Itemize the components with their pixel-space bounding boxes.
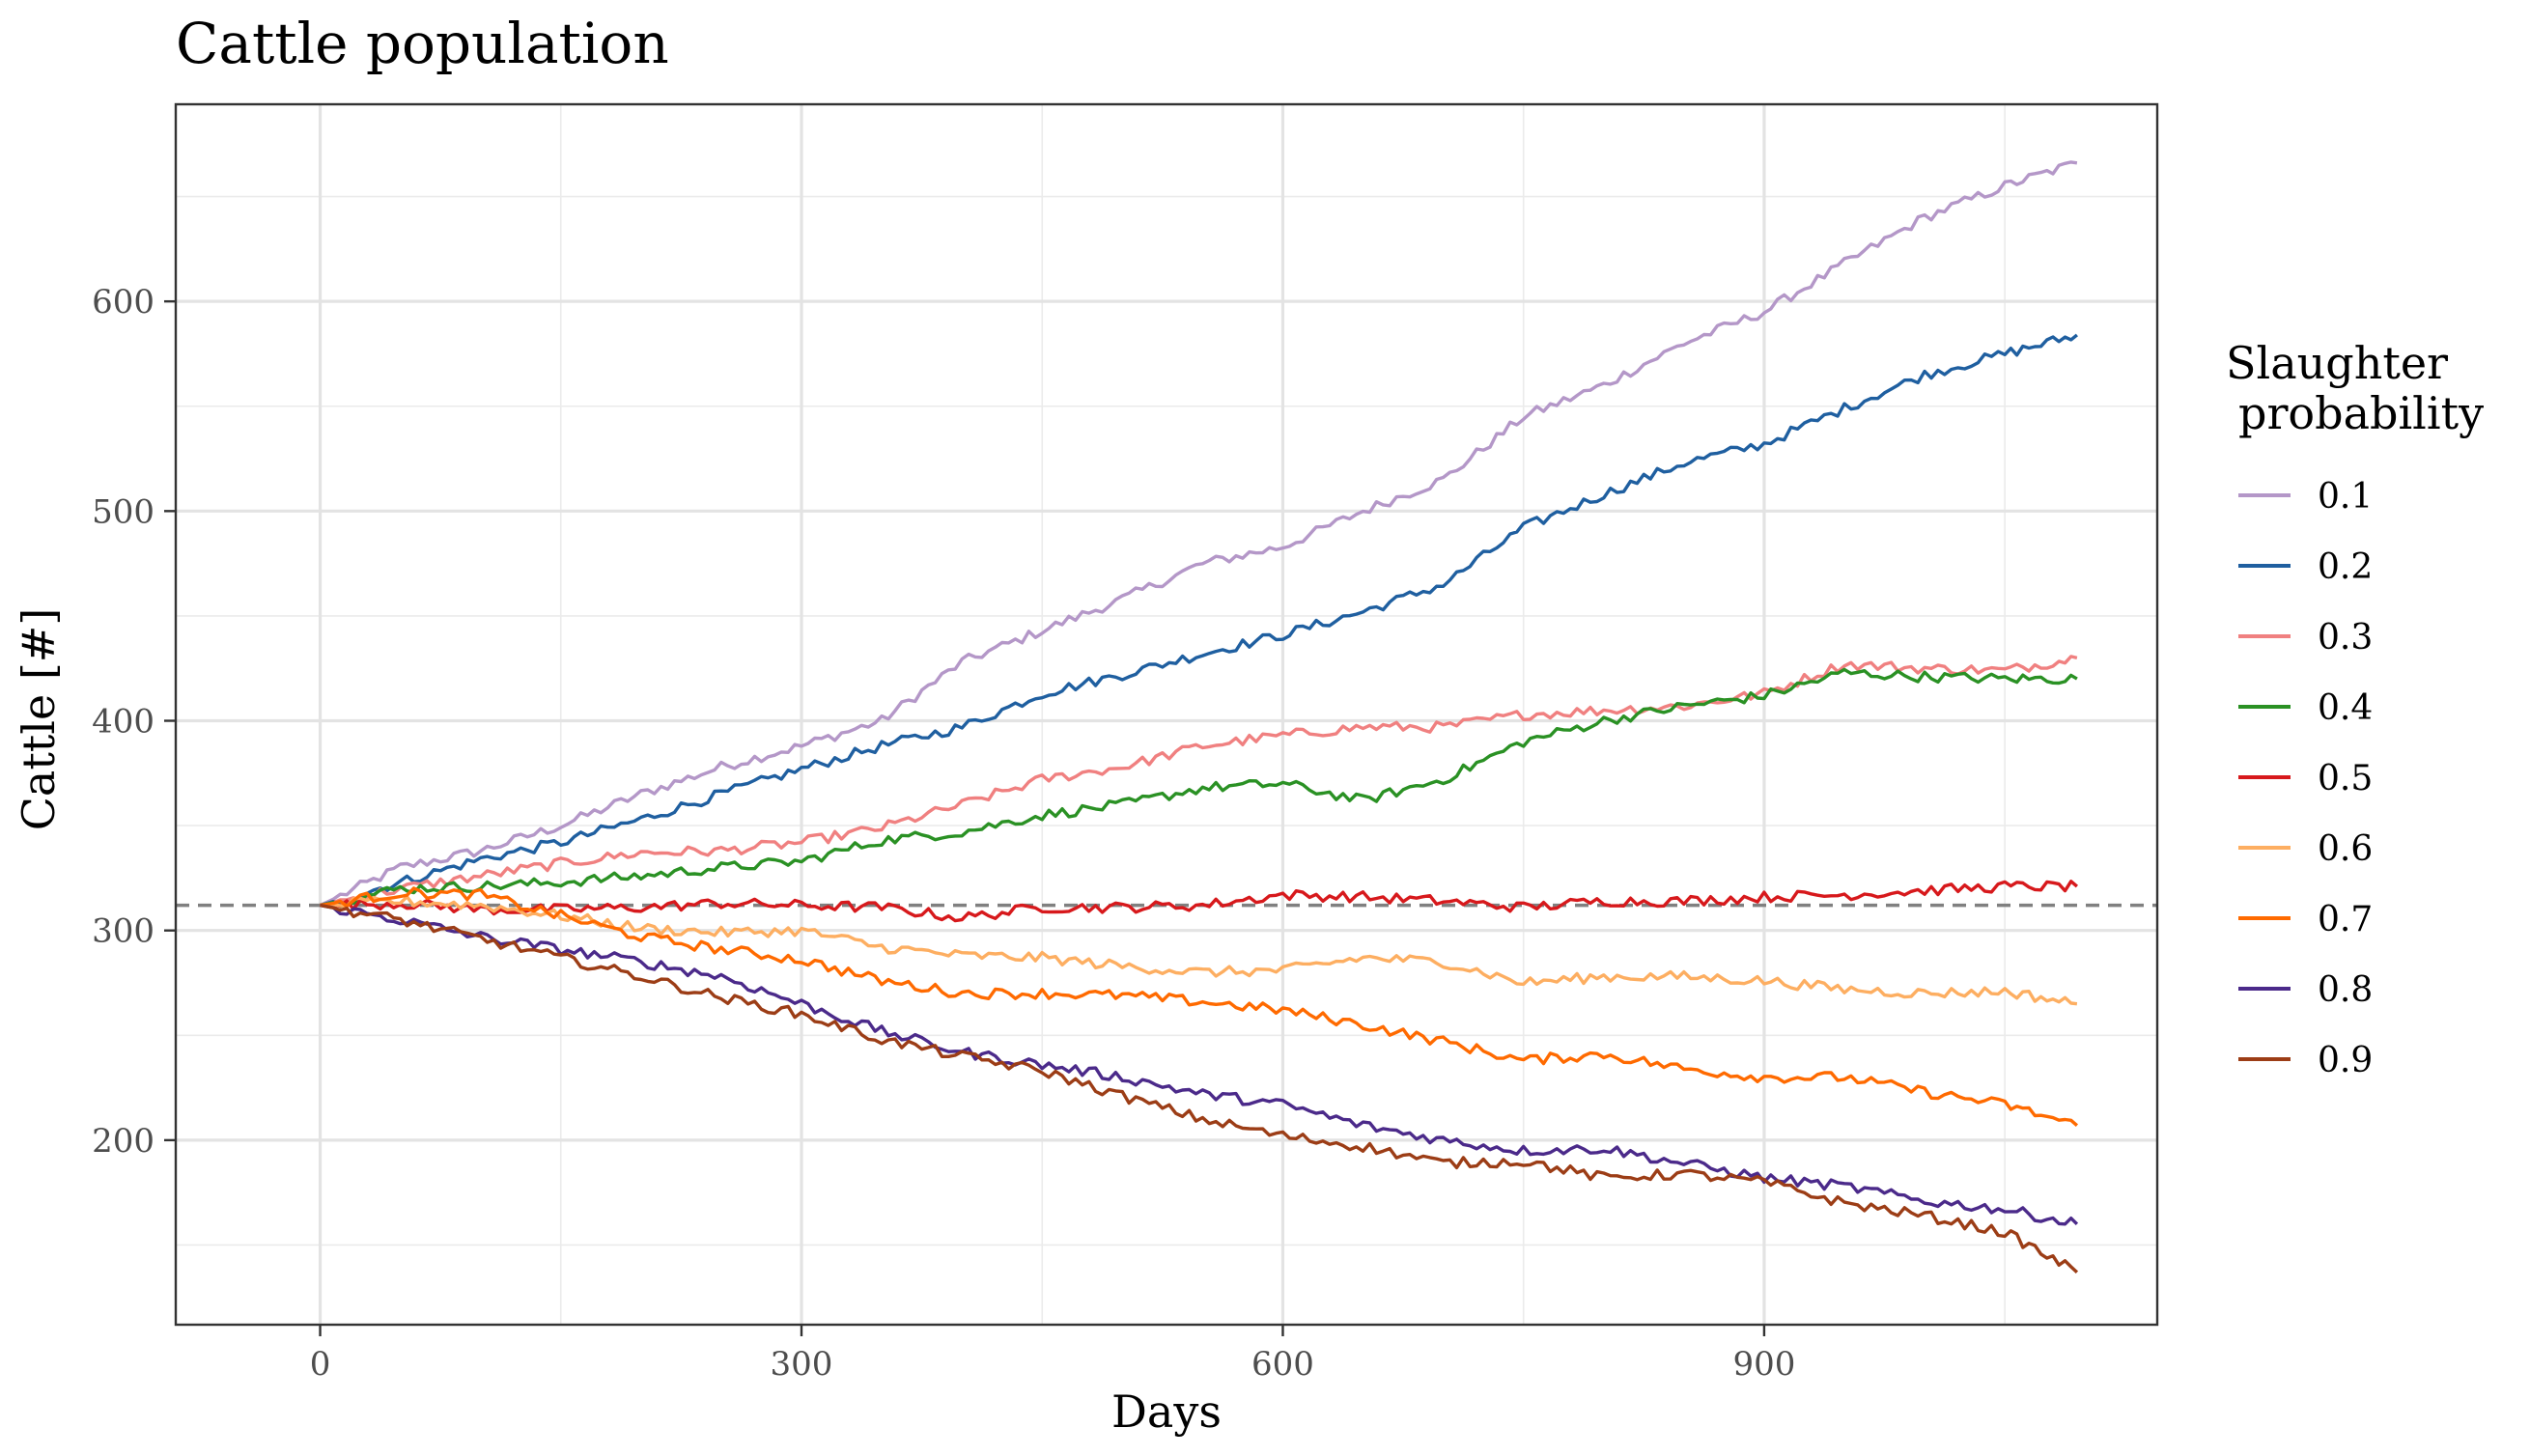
panel-frame [174, 102, 2159, 1327]
series-line-0-8 [320, 903, 2079, 1226]
y-axis-ticks: 200 300 400 500 600 [92, 283, 176, 1161]
x-axis-ticks: 0 300 600 900 [310, 1325, 1795, 1384]
y-tick-label: 600 [92, 283, 155, 322]
y-tick-label: 500 [92, 492, 155, 531]
legend-label-0-1: 0.1 [2318, 477, 2373, 517]
legend-label-0-5: 0.5 [2318, 759, 2373, 798]
legend-label-0-3: 0.3 [2318, 618, 2373, 658]
legend-label-0-7: 0.7 [2318, 900, 2373, 939]
legend-label-0-8: 0.8 [2318, 970, 2373, 1010]
series-lines [319, 160, 2079, 1274]
x-tick-label: 300 [771, 1345, 833, 1384]
series-line-0-7 [320, 886, 2079, 1127]
legend-label-0-4: 0.4 [2318, 688, 2373, 728]
legend: Slaughter probability 0.1 0.2 0.3 0.4 0.5 0.6… [2226, 337, 2484, 1080]
x-tick-label: 900 [1732, 1345, 1795, 1384]
x-tick-label: 600 [1251, 1345, 1314, 1384]
legend-label-0-6: 0.6 [2318, 829, 2373, 869]
panel-border [174, 102, 2159, 1327]
y-tick-label: 300 [92, 912, 155, 951]
series-line-0-2 [320, 333, 2078, 908]
legend-label-0-9: 0.9 [2318, 1041, 2373, 1080]
series-line-0-4 [320, 667, 2078, 909]
x-axis-title: Days [1111, 1386, 1222, 1438]
plot-background [176, 104, 2157, 1325]
grid [176, 104, 2157, 1325]
plot-panel [176, 104, 2157, 1325]
series-line-0-3 [320, 655, 2078, 908]
x-tick-label: 0 [310, 1345, 331, 1384]
chart-title: Cattle population [176, 11, 669, 76]
series-line-0-1 [319, 160, 2078, 908]
y-axis-title: Cattle [#] [13, 608, 65, 831]
series-line-0-5 [320, 880, 2079, 923]
legend-title-line1: Slaughter [2226, 337, 2448, 389]
legend-label-0-2: 0.2 [2318, 547, 2373, 587]
y-tick-label: 400 [92, 703, 155, 742]
y-tick-label: 200 [92, 1122, 155, 1161]
series-line-0-9 [320, 903, 2079, 1274]
legend-title-line2: probability [2238, 387, 2484, 439]
